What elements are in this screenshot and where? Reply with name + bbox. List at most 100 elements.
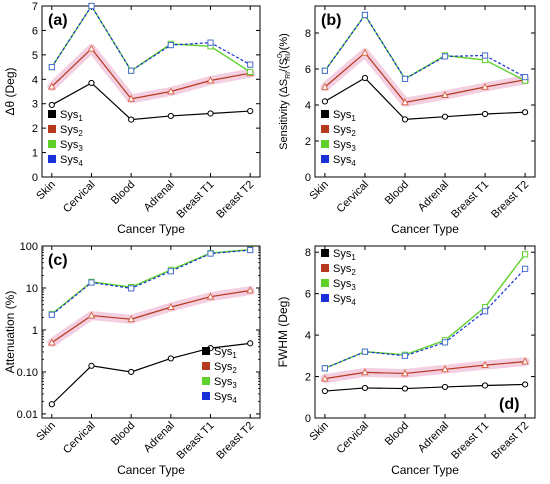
series-sys1	[321, 74, 529, 123]
data-point	[47, 338, 56, 346]
data-point	[441, 383, 449, 391]
y-tick-label: 2	[305, 136, 311, 148]
panel-label: (a)	[48, 12, 68, 29]
data-point	[522, 109, 529, 116]
legend-label: Sys2	[333, 124, 356, 138]
data-point	[87, 44, 96, 52]
legend-swatch	[321, 140, 329, 148]
y-tick-label: 6	[305, 64, 311, 76]
x-axis-title: Cancer Type	[117, 463, 185, 477]
y-tick-label: 1	[32, 325, 38, 337]
y-tick-label: 1	[32, 148, 38, 160]
legend-label: Sys2	[333, 263, 356, 277]
x-tick-label: Breast T2	[214, 420, 256, 462]
series-line	[51, 342, 251, 405]
x-tick-label: Cervical	[61, 179, 98, 216]
legend-label-sub: 1	[78, 114, 83, 123]
legend-swatch	[202, 377, 210, 385]
legend-label: Sys3	[333, 139, 356, 153]
legend-label-name: Sys	[60, 109, 79, 121]
plot-frame	[314, 245, 536, 419]
legend-label-name: Sys	[60, 124, 79, 136]
y-axis-title-part: /(S	[278, 58, 290, 72]
data-point	[361, 11, 369, 19]
x-tick-label: Skin	[34, 420, 58, 444]
data-point	[128, 368, 135, 376]
data-point	[206, 76, 215, 84]
data-point	[87, 311, 96, 319]
data-point	[401, 352, 409, 359]
series-sys2	[47, 286, 255, 346]
legend-label-name: Sys	[333, 139, 352, 151]
x-tick-label: Breast T1	[449, 420, 491, 462]
legend-swatch	[321, 294, 329, 302]
y-tick-label: 0	[305, 172, 311, 184]
data-point	[321, 82, 329, 90]
legend-label-sub: 3	[351, 283, 356, 292]
x-tick-label: Blood	[109, 179, 137, 207]
legend-label-sub: 3	[78, 144, 83, 153]
data-point	[48, 63, 55, 71]
legend-label-name: Sys	[333, 263, 352, 275]
data-point	[321, 67, 328, 74]
x-tick-label: Adrenal	[416, 179, 451, 214]
legend-label-sub: 2	[78, 129, 83, 138]
y-tick-label: 2	[32, 123, 38, 135]
data-point	[207, 250, 214, 257]
legend-swatch	[48, 110, 56, 118]
legend-label-sub: 3	[351, 144, 356, 153]
legend-label-name: Sys	[333, 248, 352, 260]
series-line	[324, 13, 526, 80]
data-point	[48, 101, 55, 109]
x-tick-label: Blood	[109, 420, 137, 448]
y-tick-label: 8	[305, 247, 311, 259]
legend-label-name: Sys	[333, 293, 352, 305]
data-point	[441, 339, 449, 346]
y-tick-label: 7	[32, 1, 38, 13]
x-tick-label: Breast T2	[489, 420, 531, 462]
panel-label: (b)	[321, 12, 341, 29]
legend-label-sub: 2	[232, 366, 237, 375]
legend-label-sub: 2	[351, 268, 356, 277]
legend-label-sub: 4	[351, 298, 356, 307]
x-tick-label: Cervical	[334, 420, 371, 457]
y-axis-title: FWHM (Deg)	[276, 297, 290, 368]
series-glow	[47, 44, 255, 104]
panel-label: (c)	[48, 252, 68, 269]
data-point	[401, 98, 409, 106]
data-point	[167, 112, 174, 120]
legend-swatch	[321, 125, 329, 133]
y-tick-label: 2	[305, 372, 311, 384]
legend-label-name: Sys	[214, 346, 233, 358]
legend-label-sub: 1	[351, 253, 356, 262]
y-axis-title-part: 0	[277, 54, 284, 58]
legend-label: Sys3	[333, 278, 356, 292]
y-tick-label: 0.10	[17, 367, 38, 379]
y-tick-label: 8	[305, 28, 311, 40]
legend-label-sub: 1	[232, 351, 237, 360]
data-point	[47, 82, 56, 90]
legend-label: Sys3	[214, 376, 237, 390]
series-sys4	[48, 246, 254, 318]
legend-swatch	[48, 155, 56, 163]
data-point	[207, 39, 214, 46]
y-axis-title: Δθ (Deg)	[3, 67, 17, 115]
legend-swatch	[202, 392, 210, 400]
data-point	[441, 90, 449, 98]
data-point	[167, 355, 174, 362]
data-point	[127, 314, 135, 323]
data-point	[48, 311, 55, 318]
series-glow	[47, 286, 255, 348]
data-point	[401, 116, 409, 123]
data-point	[361, 368, 369, 376]
data-point	[167, 87, 175, 95]
data-point	[88, 79, 95, 87]
x-axis-title: Cancer Type	[391, 222, 459, 236]
legend-label-sub: 2	[351, 129, 356, 138]
data-point	[361, 348, 369, 355]
series-line	[51, 4, 251, 72]
x-tick-label: Blood	[383, 420, 411, 448]
